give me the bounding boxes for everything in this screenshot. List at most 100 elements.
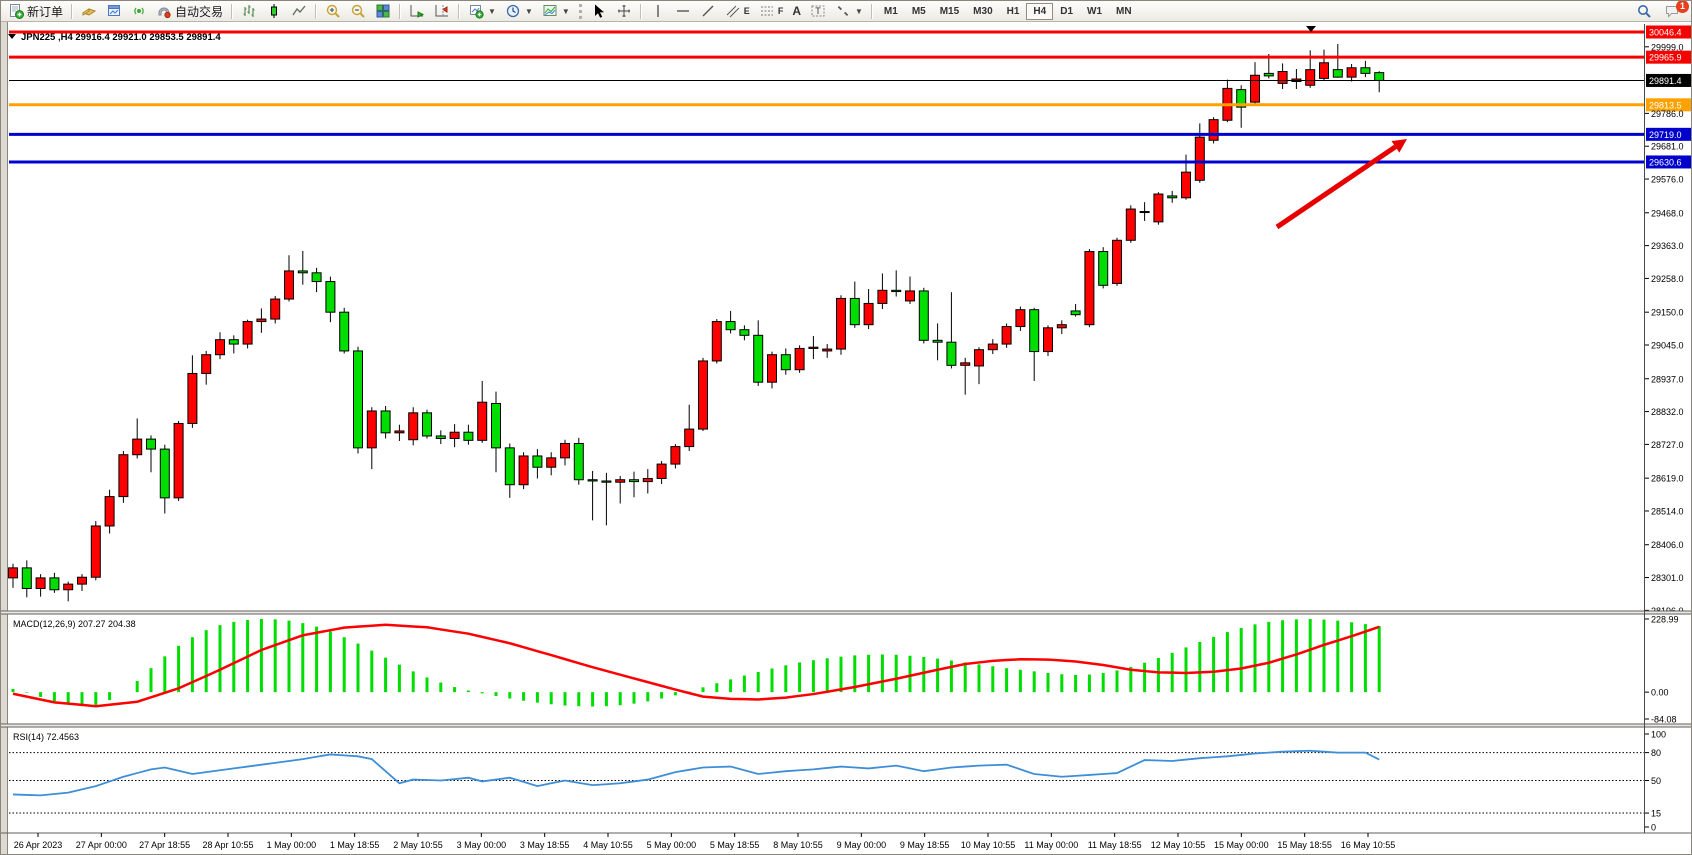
candle-98[interactable] [1360,67,1371,74]
new-chart-button[interactable]: ▼ [464,2,500,21]
candle-0[interactable] [8,567,18,579]
candle-91[interactable] [1263,72,1274,77]
candle-12[interactable] [173,422,184,499]
macd-pane[interactable]: MACD(12,26,9) 207.27 204.38 [11,618,1381,708]
timeframe-button-h1[interactable]: H1 [1000,3,1027,20]
candle-82[interactable] [1139,211,1150,214]
candle-65[interactable] [905,290,915,302]
trendline-button[interactable] [696,2,720,21]
candle-81[interactable] [1125,208,1136,241]
candle-58[interactable] [808,346,819,349]
candle-33[interactable] [463,431,474,441]
candle-38[interactable] [532,455,543,468]
crosshair-button[interactable] [612,2,636,21]
candle-29[interactable] [408,412,419,441]
chart-shift-button[interactable] [430,2,454,21]
time-axis[interactable]: 26 Apr 2023 27 Apr 00:00 27 Apr 18:55 28 Ap… [14,833,1396,850]
line-chart-mode-button[interactable] [287,2,311,21]
text-label-button[interactable]: T [806,2,830,21]
zoom-in-button[interactable] [321,2,345,21]
market-watch-button[interactable] [77,2,101,21]
candle-52[interactable] [725,321,736,331]
zoom-out-button[interactable] [346,2,370,21]
candle-44[interactable] [615,479,626,483]
candle-57[interactable] [794,347,805,371]
auto-trading-button[interactable]: 自动交易 [152,2,227,21]
candle-83[interactable] [1153,193,1164,223]
candle-62[interactable] [863,302,874,326]
timeframe-button-m15[interactable]: M15 [933,3,966,20]
candle-87[interactable] [1208,119,1219,141]
candle-17[interactable] [242,321,253,345]
candle-10[interactable] [146,438,156,450]
notifications-button[interactable]: 1 [1660,1,1689,21]
candle-49[interactable] [684,428,695,448]
candle-37[interactable] [518,455,529,486]
tile-windows-button[interactable] [371,2,395,21]
candle-99[interactable] [1374,72,1385,81]
search-button[interactable] [1632,2,1656,21]
chart-canvas[interactable]: 30046.4 29965.9 29891.4 29813.5 29719.0 29630… [1,22,1692,855]
timeframe-button-d1[interactable]: D1 [1053,3,1080,20]
candle-8[interactable] [118,454,129,498]
timeframe-button-h4[interactable]: H4 [1026,2,1054,20]
candle-53[interactable] [739,329,750,336]
equidistant-channel-button[interactable]: E [721,2,754,21]
candle-68[interactable] [946,341,957,366]
candle-86[interactable] [1194,136,1205,181]
candle-51[interactable] [711,321,722,362]
candle-40[interactable] [560,442,570,459]
candle-26[interactable] [366,410,377,449]
candle-72[interactable] [1001,326,1012,345]
candlestick-mode-button[interactable] [262,2,286,21]
candle-96[interactable] [1332,69,1343,78]
candle-20[interactable] [284,270,294,300]
candle-46[interactable] [642,477,653,483]
rsi-pane[interactable]: RSI(14) 72.4563 [9,732,1644,814]
signals-button[interactable] [127,2,151,21]
candle-55[interactable] [767,354,777,383]
candle-90[interactable] [1250,74,1260,103]
candle-18[interactable] [256,318,267,323]
timeframe-button-w1[interactable]: W1 [1080,3,1109,20]
vertical-line-button[interactable] [646,2,670,21]
candle-48[interactable] [670,446,681,465]
candle-14[interactable] [201,354,212,374]
fibonacci-button[interactable]: F [755,2,788,21]
candle-34[interactable] [477,401,488,441]
candle-5[interactable] [77,576,87,585]
candle-66[interactable] [918,290,929,341]
candle-56[interactable] [780,354,791,371]
candle-78[interactable] [1084,251,1095,326]
candle-70[interactable] [974,349,984,367]
candle-73[interactable] [1015,309,1026,328]
candle-79[interactable] [1098,251,1109,286]
candle-22[interactable] [311,272,322,283]
candle-80[interactable] [1112,239,1122,284]
candle-42[interactable] [587,479,598,482]
candle-24[interactable] [339,311,350,352]
candle-64[interactable] [891,289,902,293]
timeframe-button-m1[interactable]: M1 [877,3,905,20]
bar-chart-mode-button[interactable] [237,2,261,21]
candle-41[interactable] [573,442,584,481]
candle-75[interactable] [1043,327,1053,353]
periods-button[interactable]: ▼ [501,2,537,21]
timeframe-button-m30[interactable]: M30 [966,3,999,20]
candle-6[interactable] [90,525,101,578]
candle-9[interactable] [132,438,143,456]
timeframe-button-mn[interactable]: MN [1109,3,1139,20]
candle-27[interactable] [380,410,391,434]
candle-77[interactable] [1070,310,1081,316]
candle-95[interactable] [1319,62,1329,79]
candle-11[interactable] [159,448,170,499]
candle-7[interactable] [104,496,115,527]
candle-74[interactable] [1029,309,1040,353]
toolbar-drag-handle[interactable] [578,3,582,19]
timeframe-button-m5[interactable]: M5 [905,3,933,20]
new-order-button[interactable]: 新订单 [4,2,67,21]
symbol-dropdown-icon[interactable] [8,34,16,39]
candle-45[interactable] [629,479,639,483]
candle-31[interactable] [435,435,446,439]
candle-39[interactable] [546,457,557,468]
